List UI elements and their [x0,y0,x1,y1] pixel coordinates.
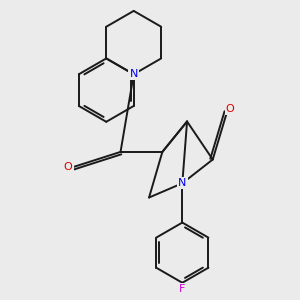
Text: O: O [226,104,235,114]
Text: O: O [64,162,73,172]
Text: N: N [178,178,187,188]
Text: N: N [130,69,138,79]
Text: F: F [179,284,185,294]
